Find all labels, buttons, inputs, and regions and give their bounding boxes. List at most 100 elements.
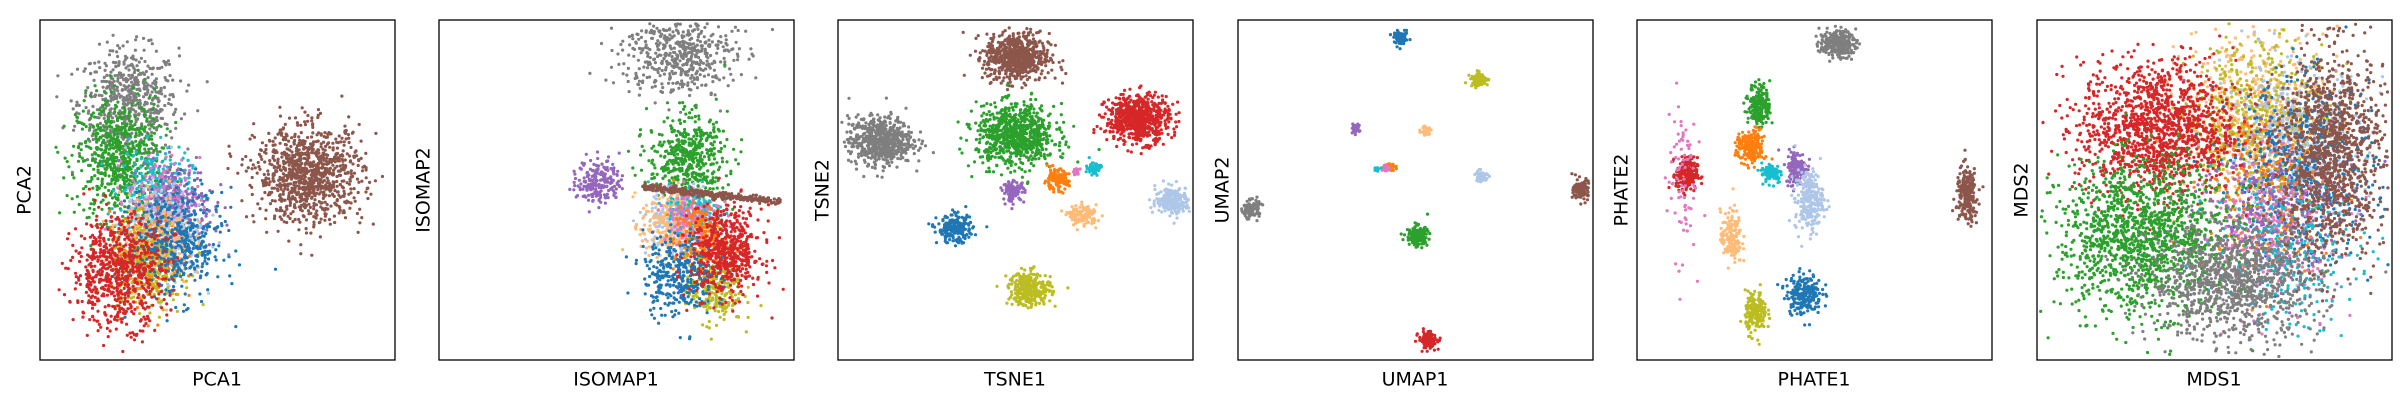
scatter-point [281, 172, 285, 176]
scatter-point [121, 214, 125, 219]
scatter-point [154, 147, 158, 151]
scatter-point [155, 150, 159, 154]
scatter-point [135, 227, 139, 231]
scatter-point [118, 242, 122, 246]
scatter-point [144, 195, 148, 199]
scatter-point [115, 128, 120, 132]
scatter-point [124, 142, 128, 146]
scatter-point [103, 173, 107, 177]
scatter-point [138, 312, 142, 316]
scatter-point [157, 124, 161, 128]
scatter-point [88, 235, 92, 239]
scatter-point [364, 151, 368, 155]
scatter-point [85, 222, 89, 226]
scatter-point [108, 329, 112, 333]
scatter-point [104, 64, 108, 68]
scatter-point [146, 207, 151, 211]
scatter-point [283, 142, 287, 147]
scatter-point [147, 137, 151, 141]
scatter-point [114, 65, 118, 69]
scatter-point [156, 300, 160, 304]
scatter-point [132, 153, 136, 158]
scatter-point [173, 177, 177, 181]
scatter-point [77, 120, 82, 124]
scatter-point [122, 244, 126, 248]
scatter-point [104, 144, 108, 149]
scatter-point [113, 103, 118, 107]
scatter-point [143, 317, 147, 321]
scatter-point [95, 222, 99, 227]
scatter-point [91, 288, 95, 292]
scatter-point [129, 306, 133, 310]
scatter-point [299, 123, 303, 127]
scatter-point [106, 212, 110, 216]
scatter-point [307, 194, 311, 198]
scatter-point [163, 292, 167, 296]
scatter-point [135, 82, 139, 86]
scatter-point [219, 183, 223, 187]
scatter-point [304, 231, 309, 235]
scatter-point [160, 146, 164, 150]
scatter-point [126, 283, 131, 287]
scatter-point [73, 287, 77, 291]
scatter-point [171, 259, 175, 264]
scatter-point [105, 132, 109, 136]
scatter-point [268, 180, 272, 184]
scatter-point [169, 272, 173, 276]
scatter-point [252, 220, 256, 224]
scatter-point [136, 246, 140, 250]
scatter-point [142, 269, 146, 273]
scatter-point [304, 227, 308, 231]
scatter-point [110, 125, 114, 129]
scatter-point [359, 139, 363, 143]
scatter-point [134, 150, 138, 154]
scatter-point [289, 160, 293, 164]
scatter-point [206, 291, 211, 295]
scatter-point [124, 87, 128, 91]
scatter-point [102, 75, 106, 79]
scatter-point [74, 281, 78, 285]
scatter-point [195, 264, 199, 268]
scatter-point [142, 113, 146, 117]
scatter-point [97, 116, 101, 120]
scatter-point [96, 132, 100, 136]
scatter-point [325, 181, 329, 185]
scatter-point [270, 190, 274, 194]
scatter-point [305, 169, 309, 173]
scatter-point [170, 217, 174, 221]
scatter-point [151, 117, 156, 121]
scatter-point [282, 151, 286, 155]
scatter-point [126, 114, 130, 118]
scatter-point [77, 145, 81, 149]
scatter-point [177, 145, 181, 149]
scatter-point [337, 134, 341, 138]
scatter-point [250, 175, 254, 180]
scatter-point [95, 140, 99, 144]
scatter-point [296, 165, 300, 169]
scatter-point [150, 162, 154, 166]
scatter-point [127, 89, 131, 93]
scatter-point [280, 217, 284, 221]
scatter-point [299, 131, 303, 135]
scatter-point [137, 113, 141, 117]
scatter-point [123, 296, 127, 300]
scatter-point [91, 186, 95, 190]
scatter-point [135, 280, 139, 284]
scatter-point [360, 169, 365, 173]
scatter-point [128, 122, 133, 126]
scatter-point [75, 119, 79, 123]
scatter-point [108, 248, 112, 252]
scatter-point [93, 160, 97, 164]
scatter-point [57, 288, 61, 292]
scatter-point [149, 250, 153, 255]
scatter-point [132, 193, 136, 197]
scatter-point [189, 265, 193, 269]
scatter-point [177, 259, 181, 263]
scatter-point [183, 171, 187, 175]
scatter-point [163, 274, 167, 278]
scatter-point [98, 230, 102, 234]
scatter-point [266, 169, 270, 173]
scatter-point [199, 299, 204, 304]
scatter-point [142, 81, 146, 85]
scatter-point [93, 152, 98, 156]
